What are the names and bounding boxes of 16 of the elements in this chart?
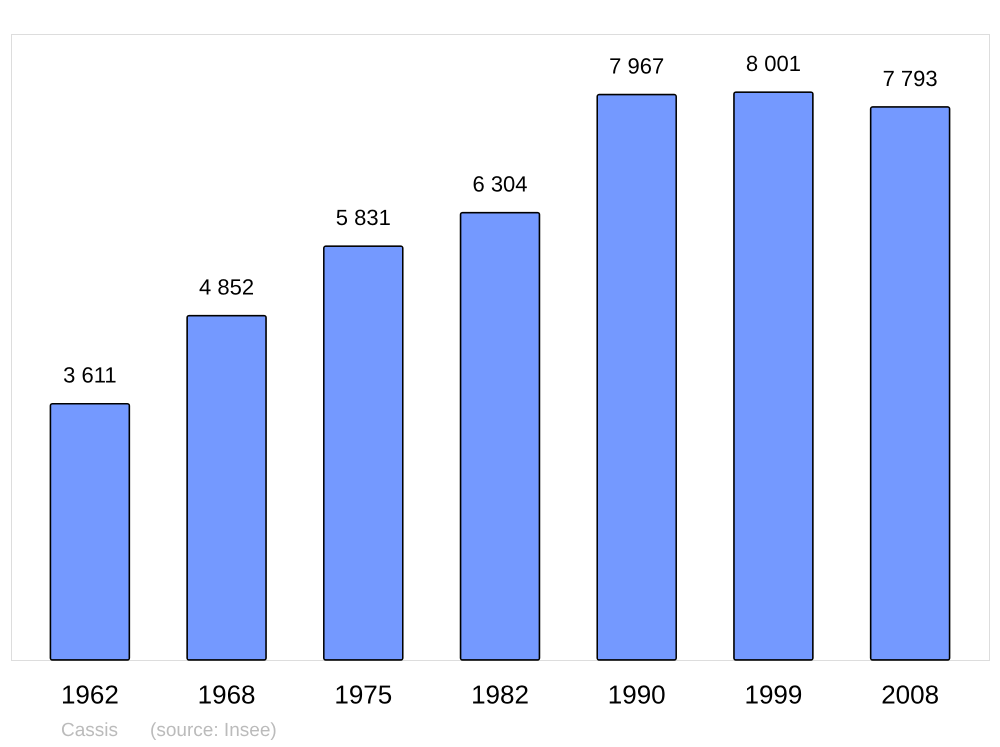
data-label: 5 831 (336, 205, 391, 230)
x-tick-label: 1990 (608, 680, 666, 710)
data-label: 8 001 (746, 51, 801, 76)
x-tick-label: 1968 (198, 680, 256, 710)
x-tick-label: 2008 (881, 680, 940, 710)
x-tick-label: 1982 (471, 680, 529, 710)
data-label: 6 304 (472, 172, 528, 197)
x-tick-label: 1975 (334, 680, 392, 710)
text: (source: Insee) (150, 720, 277, 741)
x-tick-label: 1962 (60, 680, 119, 710)
data-label: 3 611 (63, 362, 117, 388)
data-label: 4 852 (199, 274, 254, 300)
text: Cassis (61, 720, 118, 741)
x-tick-label: 1999 (744, 680, 802, 710)
data-label: 7 793 (882, 66, 938, 91)
data-label: 7 967 (609, 54, 664, 79)
